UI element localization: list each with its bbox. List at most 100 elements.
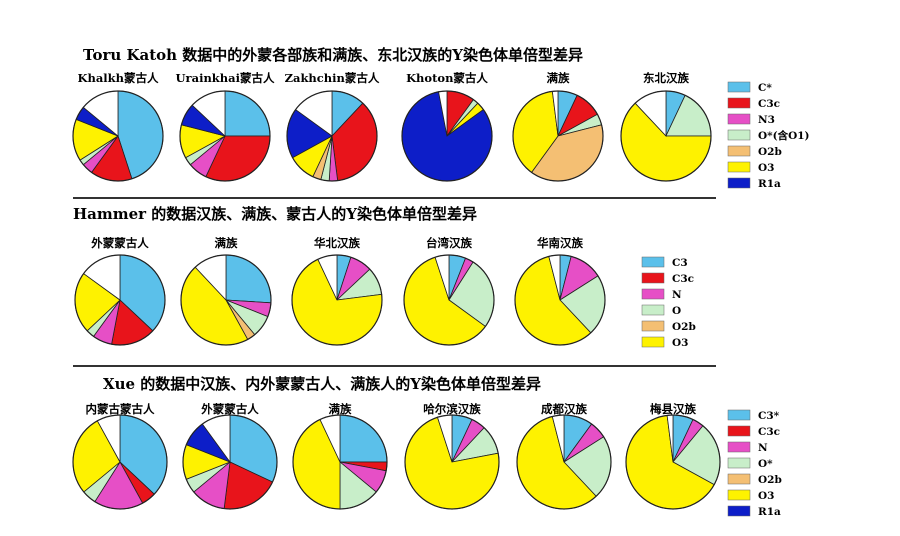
pie-chart [286,90,378,182]
legend-swatch-o [727,457,751,469]
pie-chart [625,414,721,510]
legend-swatch-c3c [727,425,751,437]
pie-chart [512,90,604,182]
pie-label: Khalkh蒙古人 [77,71,159,85]
pie-outline [292,414,388,510]
pie-chart [72,90,164,182]
panel-xue: Xue 的数据中汉族、内外蒙蒙古人、满族人的Y染色体单倍型差异 内蒙古蒙古人 外蒙… [72,375,782,518]
legend-swatch-n [727,441,751,453]
legend-swatch-c [727,409,751,421]
legend-label: O2b [758,474,782,486]
pie-label: Urainkhai蒙古人 [176,71,275,85]
pie-outline [180,254,272,346]
pie-outline [625,414,721,510]
pie-slice-c [224,90,271,137]
pie-label: 华南汉族 [537,236,583,250]
panel-toru-katoh: Toru Katoh 数据中的外蒙各部族和满族、东北汉族的Y染色体单倍型差异 K… [72,46,810,190]
pie-label: 外蒙蒙古人 [90,236,149,250]
pie-chart [74,254,166,346]
pie-label: 成都汉族 [541,402,587,416]
pie-label: 外蒙蒙古人 [200,402,259,416]
pie-outline [403,254,495,346]
legend-swatch-o [727,129,751,141]
legend-swatch-o2b [727,473,751,485]
pie-label: 内蒙古蒙古人 [86,402,155,416]
legend-label: C3* [758,410,780,422]
legend-label: C3c [758,426,780,438]
legend-label: C3c [758,98,780,110]
legend-label: N [758,442,768,454]
legend-swatch-o2b [727,145,751,157]
pie-outline [286,90,378,182]
pie-outline [74,254,166,346]
legend-label: O3 [758,490,774,502]
pie-slice-c [225,254,272,304]
legend-swatch-o2b [641,320,665,332]
legend-label: N [672,289,682,301]
pie-label: Khoton蒙古人 [406,71,488,85]
legend-label: O3 [672,337,688,349]
legend-label: O2b [758,146,782,158]
legend-swatch-o3 [727,489,751,501]
pie-chart [401,90,493,182]
pie-outline [179,90,271,182]
pie-outline [514,254,606,346]
pie-label: 华北汉族 [314,236,360,250]
legend-label: O* [758,458,773,470]
legend-label: C3c [672,273,694,285]
pie-outline [72,414,168,510]
panel-title: Toru Katoh 数据中的外蒙各部族和满族、东北汉族的Y染色体单倍型差异 [83,46,583,64]
legend-label: O*(含O1) [758,129,810,142]
pie-outline [401,90,493,182]
pie-label: 满族 [215,236,238,250]
pie-chart [182,414,278,510]
legend-label: N3 [758,114,775,126]
legend-label: R1a [758,178,781,190]
pie-outline [620,90,712,182]
panel-title: Xue 的数据中汉族、内外蒙蒙古人、满族人的Y染色体单倍型差异 [103,375,541,393]
pie-chart [292,414,388,510]
pie-chart [403,254,495,346]
pie-slice-c [339,414,388,463]
pie-label: 台湾汉族 [426,236,472,250]
legend-swatch-r1a [727,177,751,189]
pie-chart [180,254,272,346]
legend-swatch-o3 [641,336,665,348]
legend-label: C* [758,82,772,94]
pie-outline [291,254,383,346]
legend-swatch-c [727,81,751,93]
pie-outline [72,90,164,182]
pie-label: 满族 [329,402,352,416]
legend-swatch-n [641,288,665,300]
pie-outline [512,90,604,182]
legend-label: O2b [672,321,696,333]
pie-chart [620,90,712,182]
pie-chart [404,414,500,510]
pie-outline [516,414,612,510]
legend-label: O [672,305,681,317]
pie-chart [291,254,383,346]
legend-label: O3 [758,162,774,174]
pie-chart [72,414,168,510]
legend-swatch-c3c [641,272,665,284]
legend-label: R1a [758,506,781,518]
pie-label: 哈尔滨汉族 [423,402,481,416]
legend-swatch-o [641,304,665,316]
panel-title: Hammer 的数据汉族、满族、蒙古人的Y染色体单倍型差异 [73,205,477,223]
pie-outline [182,414,278,510]
legend-swatch-o3 [727,161,751,173]
pie-label: Zakhchin蒙古人 [285,71,380,85]
legend-swatch-c3c [727,97,751,109]
pie-chart [516,414,612,510]
legend-swatch-r1a [727,505,751,517]
legend-swatch-c [641,256,665,268]
pie-label: 东北汉族 [643,71,689,85]
legend-label: C3 [672,257,688,269]
pie-label: 满族 [547,71,570,85]
legend-swatch-n [727,113,751,125]
pie-outline [404,414,500,510]
panel-hammer: Hammer 的数据汉族、满族、蒙古人的Y染色体单倍型差异 外蒙蒙古人 满族 华北汉… [73,205,696,349]
pie-label: 梅县汉族 [650,402,696,416]
pie-chart [179,90,271,182]
